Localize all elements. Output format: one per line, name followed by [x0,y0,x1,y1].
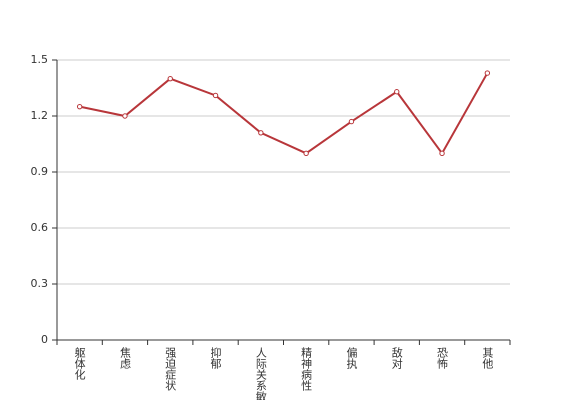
point [348,118,355,125]
point [303,150,309,157]
x-tick-label: 强迫症状 [164,347,177,391]
x-tick-label: 其他 [481,347,494,369]
point [167,75,173,82]
line [79,72,489,156]
point [122,113,128,119]
x-tick-label: 精神病性 [300,347,313,392]
x-tick-label: 人际关系敏感 [254,347,267,400]
point [212,92,219,99]
x-tick-label: 焦虑 [118,347,131,369]
y-tick-label: 0.3 [31,277,49,290]
y-tick-label: 1.2 [31,109,49,122]
y-tick-label: 0.9 [31,165,49,178]
y-tick-label: 1.5 [31,53,49,66]
x-tick-label: 恐怖 [436,347,449,369]
point [76,103,83,110]
x-tick-label: 偏执 [345,346,358,370]
y-tick-label: 0 [41,333,48,346]
x-tick-label: 躯体化 [73,347,86,381]
point [258,130,264,136]
y-tick-label: 0.6 [31,221,49,234]
x-tick-label: 敌对 [390,346,403,369]
point [484,70,491,76]
point [439,150,445,157]
point [394,89,400,95]
x-tick-label: 抑郁 [209,346,222,369]
